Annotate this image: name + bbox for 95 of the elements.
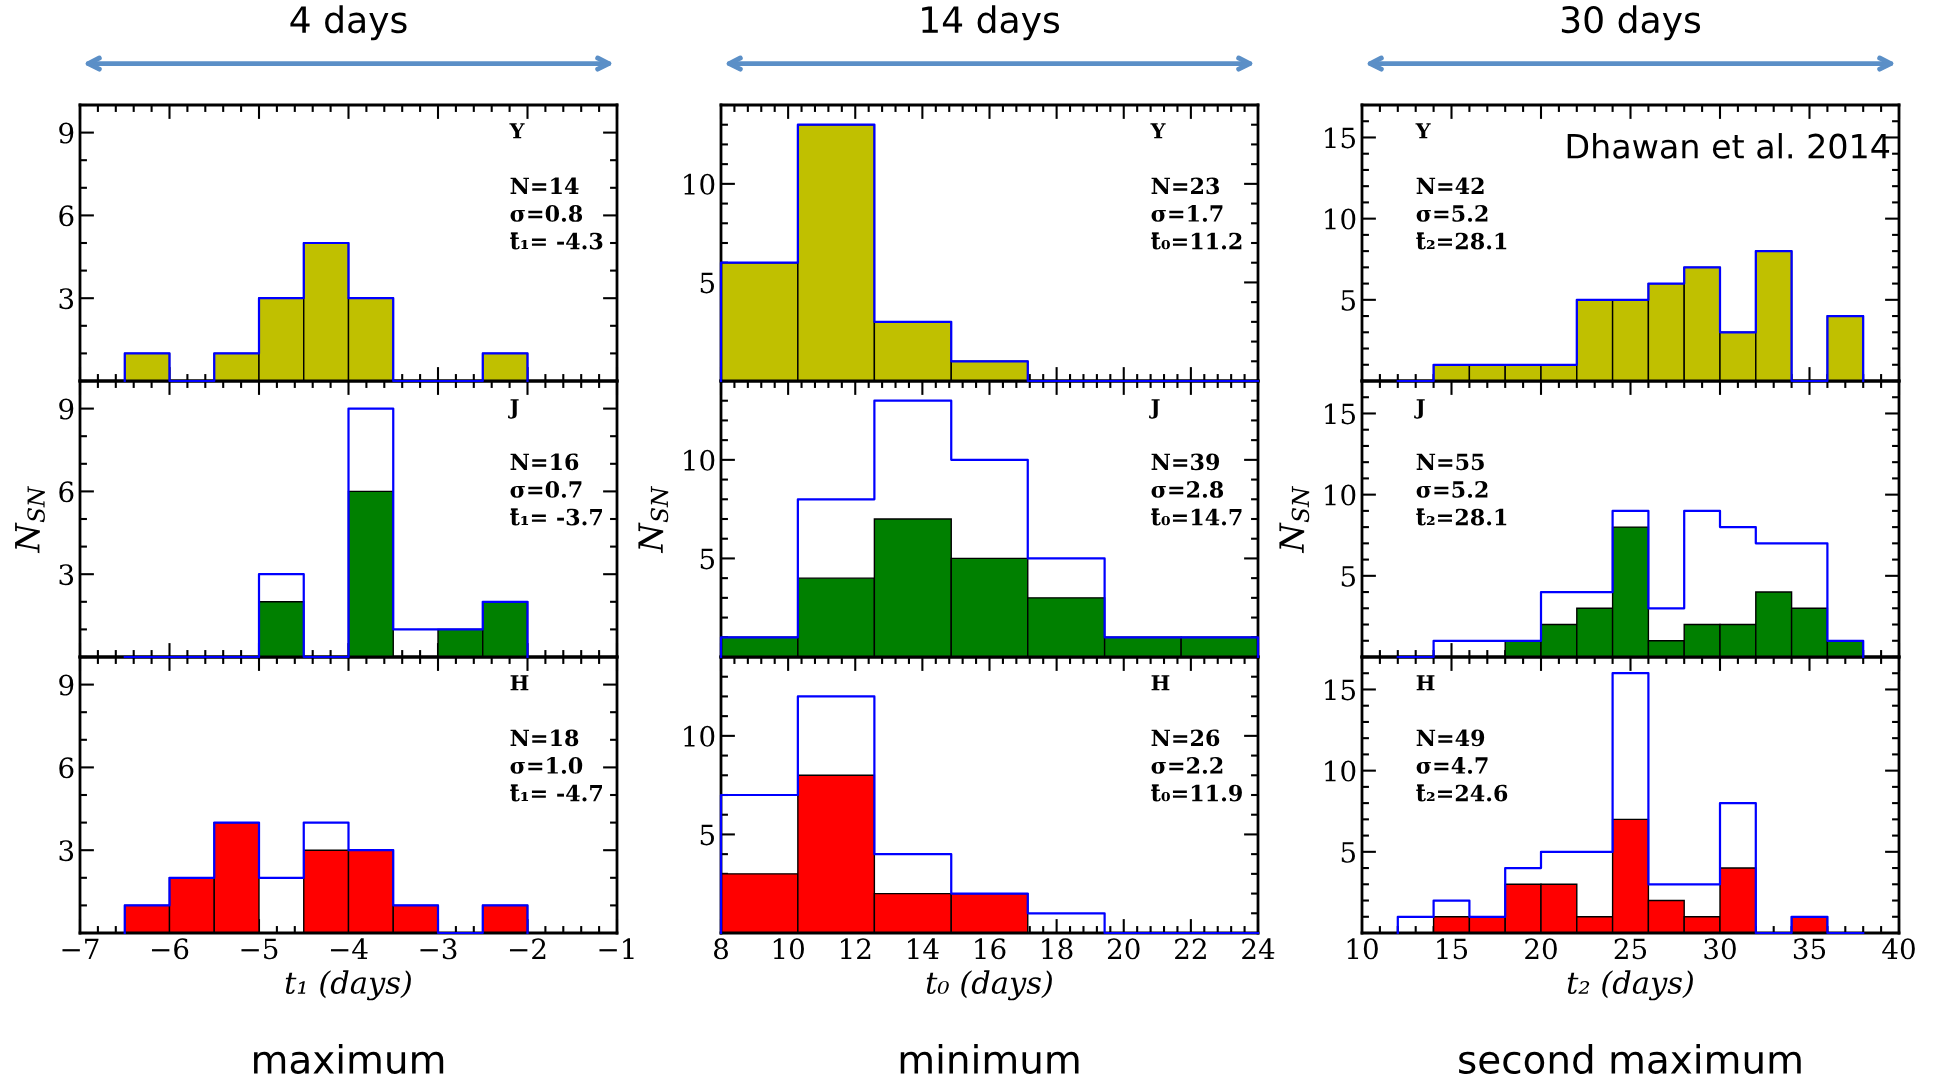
y-tick-label: 3 [59,288,74,310]
annotation: N=26 [1151,729,1220,747]
x-tick-label: 20 [1107,938,1140,960]
y-tick-label: 10 [1325,484,1356,506]
annotation: N=55 [1416,453,1484,471]
annotation: J [508,399,519,419]
annotation: t̄₁= -3.7 [510,508,602,526]
text: minimum [900,1043,1079,1074]
annotation: t̄₀=11.9 [1151,784,1242,802]
y-tick-label: 10 [1325,208,1356,230]
x-tick-label: −3 [420,938,457,960]
y-tick-label: 6 [59,205,74,227]
annotation: t̄₂=28.1 [1416,232,1507,250]
annotation: H [510,675,529,691]
y-tick-label: 15 [1325,127,1355,149]
annotation: σ=2.8 [1151,481,1224,498]
y-tick-label: 10 [684,173,715,195]
y-tick-label: 10 [1325,760,1356,782]
x-tick-label: −7 [62,938,99,959]
annotation: σ=4.7 [1416,757,1488,774]
annotation: N=49 [1416,729,1485,747]
y-tick-label: 5 [1341,290,1355,311]
annotation: H [1151,675,1170,691]
annotation: Y [509,123,525,139]
x-tick-label: −4 [330,938,368,959]
x-tick-label: 14 [908,938,939,959]
chart-title: 30 days [1561,5,1701,41]
annotation: J [1414,399,1425,419]
y-axis-title: N$_{SN}$ [638,485,669,554]
annotation: t̄₁= -4.3 [510,232,603,250]
annotation: σ=2.2 [1151,757,1223,774]
y-tick-label: 3 [59,564,74,586]
y-tick-label: 9 [59,398,74,420]
y-tick-label: 10 [684,449,715,471]
x-tick-label: 15 [1437,938,1468,960]
chart-title: 4 days [290,5,407,41]
x-tick-label: 40 [1882,938,1915,960]
x-axis-title: t₀ (days) [926,970,1052,1001]
x-tick-label: 16 [975,938,1006,960]
annotation: J [1149,399,1160,419]
y-tick-label: 5 [1341,842,1355,863]
annotation: σ=5.2 [1416,481,1488,498]
x-tick-label: 20 [1525,938,1557,960]
text: maximum [254,1043,444,1074]
y-tick-label: 6 [59,481,74,503]
x-tick-label: −5 [241,938,278,960]
y-axis-title: N$_{SN}$ [1279,485,1310,554]
x-tick-label: 10 [773,938,804,960]
annotation: N=16 [510,453,579,471]
annotation: Y [1150,123,1166,139]
x-tick-label: −2 [509,938,546,959]
y-tick-label: 10 [684,725,715,747]
annotation: t̄₀=11.2 [1151,232,1242,250]
x-tick-label: −6 [151,938,189,960]
annotation: N=42 [1416,177,1484,194]
annotation: Dhawan et al. 2014 [1567,133,1890,159]
annotation: N=39 [1151,453,1220,471]
y-tick-label: 15 [1325,403,1355,425]
y-tick-label: 5 [700,272,714,294]
y-tick-label: 6 [59,757,74,779]
annotation: H [1416,675,1435,691]
x-tick-label: 35 [1793,938,1826,960]
chart-title: 14 days [922,5,1060,41]
y-tick-label: 15 [1325,679,1355,701]
x-axis-title: t₂ (days) [1567,970,1693,1001]
x-tick-label: 18 [1042,938,1073,960]
y-tick-label: 9 [59,674,74,696]
x-tick-label: 30 [1704,938,1736,960]
annotation: Y [1415,123,1431,139]
y-tick-label: 9 [59,122,74,144]
annotation: t̄₂=24.6 [1416,784,1508,802]
annotation: N=23 [1151,177,1220,195]
annotation: σ=0.7 [510,481,582,498]
annotation: t̄₁= -4.7 [510,784,602,802]
x-axis-title: t₁ (days) [285,970,411,1001]
text: second maximum [1459,1043,1801,1074]
x-tick-label: 24 [1242,938,1275,959]
y-tick-label: 5 [700,824,714,846]
annotation: t̄₀=14.7 [1151,508,1242,526]
annotation: N=18 [510,729,579,747]
annotation: t̄₂=28.1 [1416,508,1507,526]
y-tick-label: 5 [700,548,714,570]
annotation: σ=1.7 [1151,205,1223,222]
x-tick-label: 12 [840,938,871,959]
x-tick-label: −1 [599,938,634,959]
annotation: σ=0.8 [510,205,583,222]
annotation: N=14 [510,177,579,194]
y-tick-label: 3 [59,840,74,862]
x-tick-label: 25 [1614,938,1647,960]
y-axis-title: N$_{SN}$ [15,485,45,554]
annotation: σ=5.2 [1416,205,1488,222]
annotation: σ=1.0 [510,757,583,774]
x-tick-label: 22 [1175,938,1206,959]
y-tick-label: 5 [1341,566,1355,587]
x-tick-label: 8 [714,938,728,960]
